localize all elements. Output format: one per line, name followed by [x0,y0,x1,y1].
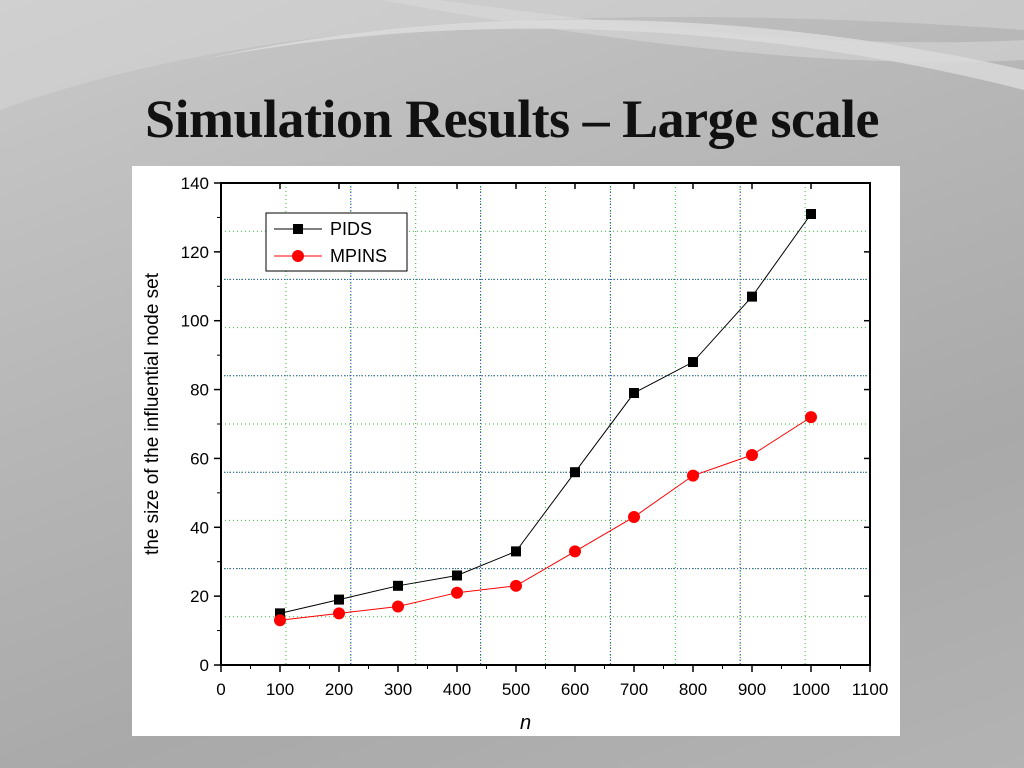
x-tick-label: 600 [561,680,589,699]
data-point-pids [806,208,816,219]
data-point-pids [570,467,580,478]
x-tick-label: 1100 [852,680,889,699]
y-axis-label: the size of the influential node set [142,272,163,555]
x-tick-label: 100 [266,680,294,699]
data-point-mpins [510,579,522,592]
slide-title: Simulation Results – Large scale [145,89,880,149]
y-tick-label: 20 [190,587,209,606]
data-point-mpins [333,607,345,620]
legend: PIDS MPINS [265,212,408,272]
data-point-pids [452,570,462,581]
x-tick-label: 0 [216,680,225,699]
data-series [274,208,817,627]
legend-label-pids: PIDS [330,219,372,239]
y-tick-label: 120 [181,243,209,262]
data-point-mpins [274,614,286,627]
background-swoosh [0,0,1024,110]
data-point-pids [688,357,698,368]
data-point-pids [629,388,639,399]
data-point-mpins [687,469,699,482]
y-tick-label: 140 [181,174,209,193]
x-tick-label: 800 [679,680,707,699]
data-point-mpins [805,411,817,424]
x-tick-label: 500 [502,680,530,699]
x-tick-label: 900 [738,680,766,699]
x-tick-label: 200 [325,680,353,699]
data-point-mpins [392,600,404,613]
data-point-pids [747,291,757,302]
legend-label-mpins: MPINS [330,246,387,266]
legend-box [265,212,408,272]
data-point-mpins [628,510,640,523]
axes: 0 100 200 300 400 500 600 700 800 900 1000 1100 0 20 4… [181,174,889,699]
x-tick-label: 300 [384,680,412,699]
x-tick-label: 400 [443,680,471,699]
series-line-mpins [279,416,812,621]
y-tick-label: 40 [190,518,209,537]
data-point-mpins [746,448,758,461]
y-tick-label: 0 [200,656,209,675]
x-axis-label: n [520,712,531,734]
data-point-pids [393,580,403,591]
y-tick-label: 100 [181,312,209,331]
data-point-mpins [569,545,581,558]
series-line-pids [279,213,812,614]
x-tick-label: 1000 [792,680,830,699]
data-point-mpins [451,586,463,599]
data-point-pids [275,608,285,619]
chart-panel: 0 100 200 300 400 500 600 700 800 900 1000 1100 0 20 4… [132,166,900,736]
line-chart: 0 100 200 300 400 500 600 700 800 900 1000 1100 0 20 4… [142,174,889,734]
x-tick-label: 700 [620,680,648,699]
y-tick-label: 80 [190,381,209,400]
data-point-pids [511,546,521,557]
legend-marker-square [293,224,303,234]
data-point-pids [334,594,344,605]
legend-marker-circle [292,250,304,262]
y-tick-label: 60 [190,449,209,468]
